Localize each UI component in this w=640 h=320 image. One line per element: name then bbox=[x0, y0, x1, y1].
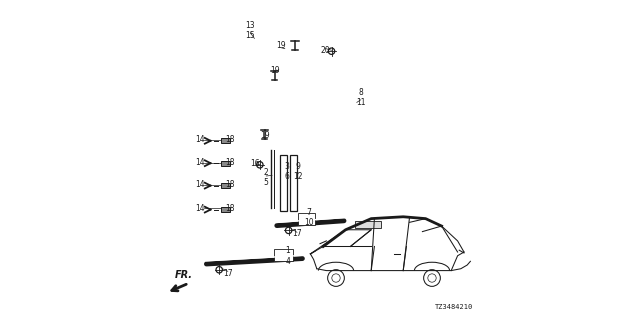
Text: 2
5: 2 5 bbox=[264, 168, 269, 187]
Bar bbox=[221, 207, 230, 212]
Bar bbox=[280, 155, 287, 211]
Bar bbox=[290, 155, 297, 211]
Text: 9
12: 9 12 bbox=[294, 162, 303, 181]
Text: 1
4: 1 4 bbox=[285, 246, 291, 266]
Text: 18: 18 bbox=[225, 180, 234, 189]
Bar bbox=[274, 249, 293, 261]
Bar bbox=[221, 138, 230, 143]
Bar bbox=[221, 183, 230, 188]
Bar bbox=[221, 161, 230, 166]
Text: 3
6: 3 6 bbox=[284, 162, 289, 181]
Text: 18: 18 bbox=[225, 158, 234, 167]
Text: 14: 14 bbox=[195, 135, 205, 144]
Text: 18: 18 bbox=[225, 135, 234, 144]
Text: 14: 14 bbox=[195, 204, 205, 212]
Text: 19: 19 bbox=[276, 41, 286, 50]
Bar bbox=[355, 221, 381, 228]
Text: 19: 19 bbox=[270, 66, 280, 75]
Text: 18: 18 bbox=[225, 204, 234, 212]
Text: 17: 17 bbox=[223, 269, 233, 278]
Text: 14: 14 bbox=[195, 158, 205, 167]
Text: 17: 17 bbox=[292, 229, 302, 238]
Bar bbox=[298, 213, 316, 225]
Text: TZ3484210: TZ3484210 bbox=[435, 304, 474, 310]
Text: 20: 20 bbox=[321, 46, 331, 55]
Text: 8
11: 8 11 bbox=[356, 88, 365, 107]
Text: 16: 16 bbox=[250, 159, 260, 168]
Text: 13
15: 13 15 bbox=[245, 21, 255, 40]
Text: FR.: FR. bbox=[175, 270, 193, 280]
Text: 19: 19 bbox=[260, 131, 269, 140]
Text: 14: 14 bbox=[195, 180, 205, 189]
Text: 7
10: 7 10 bbox=[304, 208, 314, 227]
